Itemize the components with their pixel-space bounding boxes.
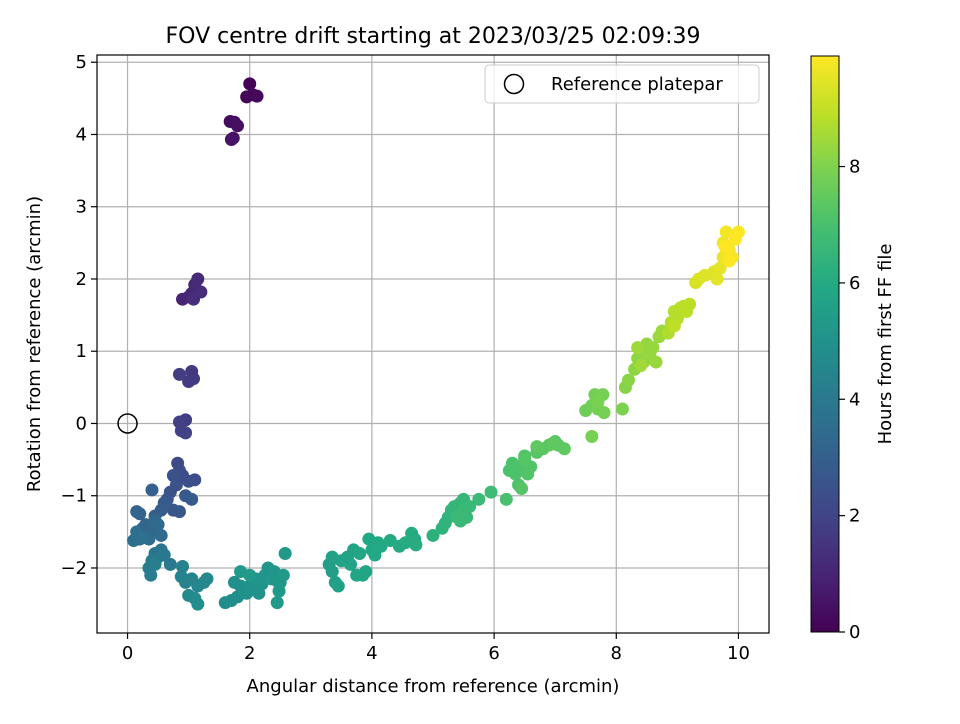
data-point	[176, 560, 190, 574]
data-point	[585, 429, 599, 443]
data-point	[331, 579, 345, 593]
legend-marker	[503, 73, 525, 95]
y-tick-label: 5	[76, 52, 87, 73]
data-point	[591, 395, 605, 409]
data-point	[344, 557, 358, 571]
data-point	[409, 538, 423, 552]
colorbar-tick-label: 8	[849, 157, 860, 178]
x-tick-label: 2	[244, 643, 255, 664]
y-axis: −2 −1 0 1 2 3 4 5	[60, 52, 97, 579]
data-point	[649, 355, 663, 369]
x-axis-label: Angular distance from reference (arcmin)	[247, 676, 620, 697]
data-point	[713, 261, 727, 275]
colorbar-gradient	[810, 55, 840, 633]
data-point	[615, 402, 629, 416]
data-point	[722, 254, 736, 268]
legend-label: Reference platepar	[551, 74, 723, 95]
data-point	[154, 528, 168, 542]
data-point	[472, 492, 486, 506]
data-point	[621, 373, 635, 387]
data-point	[518, 453, 532, 467]
colorbar-tick-label: 0	[849, 622, 860, 643]
data-point	[272, 584, 286, 598]
data-point	[634, 359, 648, 373]
data-point	[182, 375, 196, 389]
data-point	[545, 437, 559, 451]
y-tick-label: 4	[76, 124, 87, 145]
x-tick-label: 8	[611, 643, 622, 664]
colorbar-tick-label: 4	[849, 389, 860, 410]
data-point	[646, 341, 660, 355]
data-point	[172, 505, 186, 519]
data-point	[145, 483, 159, 497]
data-points	[127, 77, 745, 611]
data-point	[325, 565, 339, 579]
colorbar-label: Hours from first FF file	[875, 244, 896, 445]
x-tick-label: 6	[488, 643, 499, 664]
y-tick-label: 0	[76, 413, 87, 434]
data-point	[557, 442, 571, 456]
data-point	[426, 528, 440, 542]
legend-box	[484, 64, 760, 104]
data-point	[718, 239, 732, 253]
data-point	[683, 297, 697, 311]
data-point	[250, 89, 264, 103]
data-point	[276, 568, 290, 582]
data-point	[597, 406, 611, 420]
y-tick-label: −1	[60, 486, 87, 507]
data-point	[191, 597, 205, 611]
data-point	[130, 505, 144, 519]
y-axis-label: Rotation from reference (arcmin)	[24, 196, 45, 492]
data-point	[191, 272, 205, 286]
data-point	[450, 510, 464, 524]
data-point	[243, 568, 257, 582]
y-tick-label: −2	[60, 558, 87, 579]
data-point	[243, 77, 257, 91]
x-axis: 0 2 4 6 8 10	[122, 633, 750, 664]
data-point	[172, 367, 186, 381]
data-point	[631, 341, 645, 355]
data-point	[710, 272, 724, 286]
y-tick-label: 1	[76, 341, 87, 362]
x-tick-label: 0	[122, 643, 133, 664]
data-point	[157, 548, 171, 562]
colorbar-tick-label: 2	[849, 506, 860, 527]
data-point	[499, 492, 513, 506]
x-tick-label: 10	[727, 643, 750, 664]
y-tick-label: 3	[76, 197, 87, 218]
data-point	[278, 547, 292, 561]
data-point	[484, 485, 498, 499]
colorbar: 0 2 4 6 8 Hours from first FF file	[810, 55, 896, 643]
data-point	[187, 292, 201, 306]
y-tick-label: 2	[76, 269, 87, 290]
data-point	[179, 426, 193, 440]
data-point	[231, 119, 245, 133]
data-point	[200, 572, 214, 586]
data-point	[144, 568, 158, 582]
data-point	[530, 440, 544, 454]
data-point	[515, 482, 529, 495]
data-point	[185, 492, 199, 506]
colorbar-tick-label: 6	[849, 273, 860, 294]
plot-frame	[96, 54, 770, 634]
data-point	[163, 557, 177, 571]
data-point	[728, 229, 742, 243]
data-point	[151, 518, 165, 532]
data-point	[270, 596, 284, 610]
data-point	[667, 319, 681, 333]
data-point	[148, 557, 162, 571]
data-point	[359, 565, 373, 579]
chart-title: FOV centre drift starting at 2023/03/25 …	[166, 24, 701, 49]
data-point	[224, 133, 238, 147]
data-point	[353, 547, 367, 561]
x-tick-label: 4	[366, 643, 377, 664]
legend: Reference platepar	[484, 64, 760, 104]
reference-point-marker	[117, 413, 138, 434]
data-point	[136, 531, 150, 545]
data-point	[188, 473, 202, 487]
colorbar-ticks: 0 2 4 6 8	[839, 157, 860, 643]
